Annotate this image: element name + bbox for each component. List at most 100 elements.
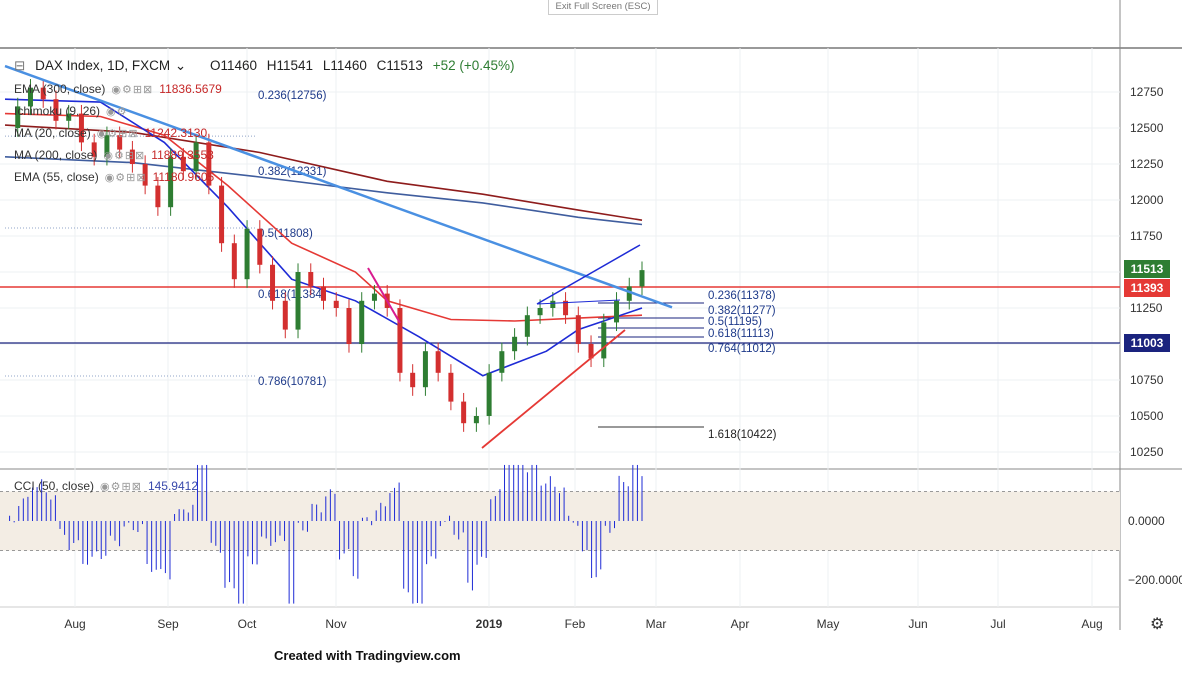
candle-body xyxy=(512,336,518,352)
price-tick-label: 11750 xyxy=(1130,229,1163,243)
fib-label: 0.764(11012) xyxy=(708,343,776,355)
candle-body xyxy=(91,142,97,157)
candle-body xyxy=(295,272,301,330)
fib-label: 0.786(10781) xyxy=(258,376,327,388)
candle-body xyxy=(219,185,225,244)
fib-label: 0.382(11277) xyxy=(708,305,776,317)
fib-label: 0.236(11378) xyxy=(708,290,776,302)
candle-body xyxy=(155,185,161,208)
time-tick-label: May xyxy=(817,617,840,631)
indicator-buttons[interactable]: ◉⚙⊞⊠ xyxy=(104,172,147,184)
time-tick-label: 2019 xyxy=(476,617,503,631)
price-tick-label: 12250 xyxy=(1130,157,1164,171)
footer-credit: Created with Tradingview.com xyxy=(274,648,461,663)
candle-body xyxy=(435,351,441,373)
fib-label: 0.618(11384) xyxy=(258,289,326,301)
price-tag-resistance: 11393 xyxy=(1124,279,1170,297)
candle-body xyxy=(448,372,454,402)
cci-tick-label: −200.0000 xyxy=(1128,573,1182,587)
indicator-ma20[interactable]: MA (20, close) ◉⚙⊞⊠ 11242.3130 xyxy=(14,126,208,140)
pink-trend-segment xyxy=(367,267,401,324)
fib-label: 0.5(11195) xyxy=(708,316,762,328)
indicator-ma200[interactable]: MA (200, close) ◉⚙⊞⊠ 11889.3553 xyxy=(14,148,214,162)
time-tick-label: Aug xyxy=(64,617,85,631)
candle-body xyxy=(397,308,403,373)
price-tick-label: 11250 xyxy=(1130,301,1163,315)
fib-label: 1.618(10422) xyxy=(708,429,777,441)
candle-body xyxy=(639,270,645,287)
ma-series-line xyxy=(4,98,643,377)
uptrend-support-line xyxy=(481,329,626,449)
candle-body xyxy=(78,113,84,143)
candle-body xyxy=(486,372,492,416)
candle-body xyxy=(588,344,594,359)
candle-body xyxy=(231,243,237,280)
indicator-buttons[interactable]: ◉⚙⊞⊠ xyxy=(103,150,146,162)
candle-body xyxy=(626,286,632,301)
candle-body xyxy=(129,149,135,164)
candle-body xyxy=(282,300,288,330)
collapse-icon[interactable]: ⊟ xyxy=(14,58,26,73)
indicator-buttons[interactable]: ◉⚙⊞⊠ xyxy=(100,481,142,493)
indicator-ema300[interactable]: EMA (300, close) ◉⚙⊞⊠ 11836.5679 xyxy=(14,82,222,96)
candle-body xyxy=(563,300,569,316)
candle-body xyxy=(524,315,530,337)
downtrend-line xyxy=(4,64,673,309)
candle-body xyxy=(168,156,174,208)
candle-body xyxy=(575,315,581,344)
indicator-buttons[interactable]: ◉⚙⊞⊠ xyxy=(111,84,154,96)
candle-body xyxy=(66,113,72,121)
fib-label: 0.5(11808) xyxy=(258,228,313,240)
candle-body xyxy=(180,156,186,172)
open-value: O11460 xyxy=(209,58,258,73)
time-tick-label: Apr xyxy=(731,617,750,631)
indicator-ema55[interactable]: EMA (55, close) ◉⚙⊞⊠ 11180.9605 xyxy=(14,170,215,184)
candle-body xyxy=(193,142,199,172)
cci-tick-label: 0.0000 xyxy=(1128,514,1165,528)
fib-label: 0.236(12756) xyxy=(258,90,327,102)
change-value: +52 (+0.45%) xyxy=(432,58,515,73)
candle-body xyxy=(244,228,250,280)
candle-body xyxy=(15,106,21,128)
price-tick-label: 12000 xyxy=(1130,193,1164,207)
price-tick-label: 10500 xyxy=(1130,409,1164,423)
indicator-buttons[interactable]: ◉⚙ xyxy=(106,106,128,118)
gear-icon[interactable]: ⚙ xyxy=(1150,616,1165,633)
high-value: H11541 xyxy=(266,58,314,73)
fib-label: 0.382(12331) xyxy=(258,166,327,178)
chevron-down-icon[interactable]: ⌄ xyxy=(174,58,187,73)
indicator-cci[interactable]: CCI (50, close) ◉⚙⊞⊠ 145.9412 xyxy=(14,479,198,493)
fib-label: 0.618(11113) xyxy=(708,328,774,340)
time-tick-label: Feb xyxy=(565,617,586,631)
price-tick-label: 10250 xyxy=(1130,445,1164,459)
candle-body xyxy=(333,300,339,308)
low-value: L11460 xyxy=(322,58,367,73)
symbol-label[interactable]: DAX Index, 1D, FXCM xyxy=(35,58,171,73)
price-tick-label: 12750 xyxy=(1130,85,1164,99)
candle-body xyxy=(601,322,607,359)
candle-body xyxy=(206,142,212,186)
price-tag-support: 11003 xyxy=(1124,334,1170,352)
candle-body xyxy=(550,300,556,308)
time-tick-label: Jul xyxy=(990,617,1005,631)
price-tick-label: 12500 xyxy=(1130,121,1164,135)
close-value: C11513 xyxy=(376,58,423,73)
candle-body xyxy=(308,272,314,287)
candle-body xyxy=(53,99,59,121)
candle-body xyxy=(473,416,479,424)
exit-fullscreen-button[interactable]: Exit Full Screen (ESC) xyxy=(548,0,658,15)
time-tick-label: Sep xyxy=(157,617,179,631)
time-tick-label: Aug xyxy=(1081,617,1102,631)
price-tag-last: 11513 xyxy=(1124,260,1170,278)
candle-body xyxy=(142,164,148,186)
candle-body xyxy=(257,228,263,265)
candle-body xyxy=(40,87,46,100)
candle-body xyxy=(614,300,620,323)
candle-body xyxy=(346,308,352,344)
candle-body xyxy=(422,351,428,388)
indicator-ichimoku[interactable]: Ichimoku (9, 26) ◉⚙ xyxy=(14,104,128,118)
indicator-buttons[interactable]: ◉⚙⊞⊠ xyxy=(96,128,139,140)
time-tick-label: Jun xyxy=(908,617,927,631)
time-tick-label: Nov xyxy=(325,617,346,631)
